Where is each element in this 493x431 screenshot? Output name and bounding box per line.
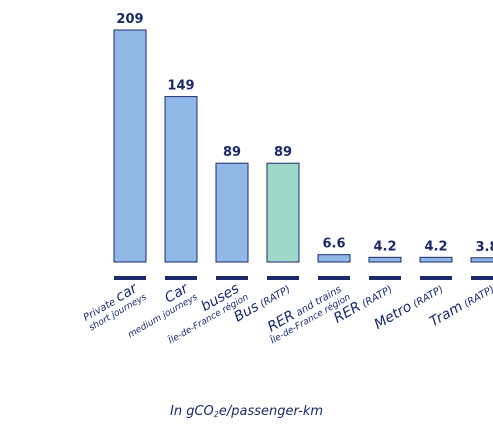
category-suffix-3: (RATP) [256, 284, 293, 312]
category-suffix-7: (RATP) [460, 284, 493, 312]
baseline-segment-3 [267, 276, 299, 280]
baseline-segment-5 [369, 276, 401, 280]
baseline-segment-2 [216, 276, 248, 280]
value-label-3: 89 [274, 145, 292, 160]
value-label-7: 3.8 [475, 240, 493, 255]
bar-0 [113, 29, 147, 263]
category-name-6: Metro [372, 299, 415, 333]
bar-5 [368, 256, 402, 263]
value-label-4: 6.6 [322, 237, 345, 252]
bar-6 [419, 256, 453, 263]
bar-1 [164, 96, 198, 263]
value-label-1: 149 [167, 79, 194, 94]
value-label-2: 89 [223, 145, 241, 160]
baseline-segment-0 [114, 276, 146, 280]
bar-3 [266, 162, 300, 263]
baseline-segment-6 [420, 276, 452, 280]
unit-label-prefix: In gCO [169, 404, 214, 419]
bar-2 [215, 162, 249, 263]
category-suffix-5: (RATP) [358, 284, 395, 312]
baseline-segment-1 [165, 276, 197, 280]
baseline-segment-4 [318, 276, 350, 280]
category-suffix-6: (RATP) [409, 284, 446, 312]
bar-7 [470, 257, 493, 263]
baseline-segment-7 [471, 276, 493, 280]
unit-label-suffix: e/passenger-km [218, 404, 324, 419]
unit-label: In gCO2e/passenger-km [0, 404, 493, 419]
bar-4 [317, 254, 351, 263]
unit-label-subscript: 2 [213, 410, 219, 419]
value-label-0: 209 [116, 12, 143, 27]
value-label-6: 4.2 [424, 239, 447, 254]
value-label-5: 4.2 [373, 239, 396, 254]
